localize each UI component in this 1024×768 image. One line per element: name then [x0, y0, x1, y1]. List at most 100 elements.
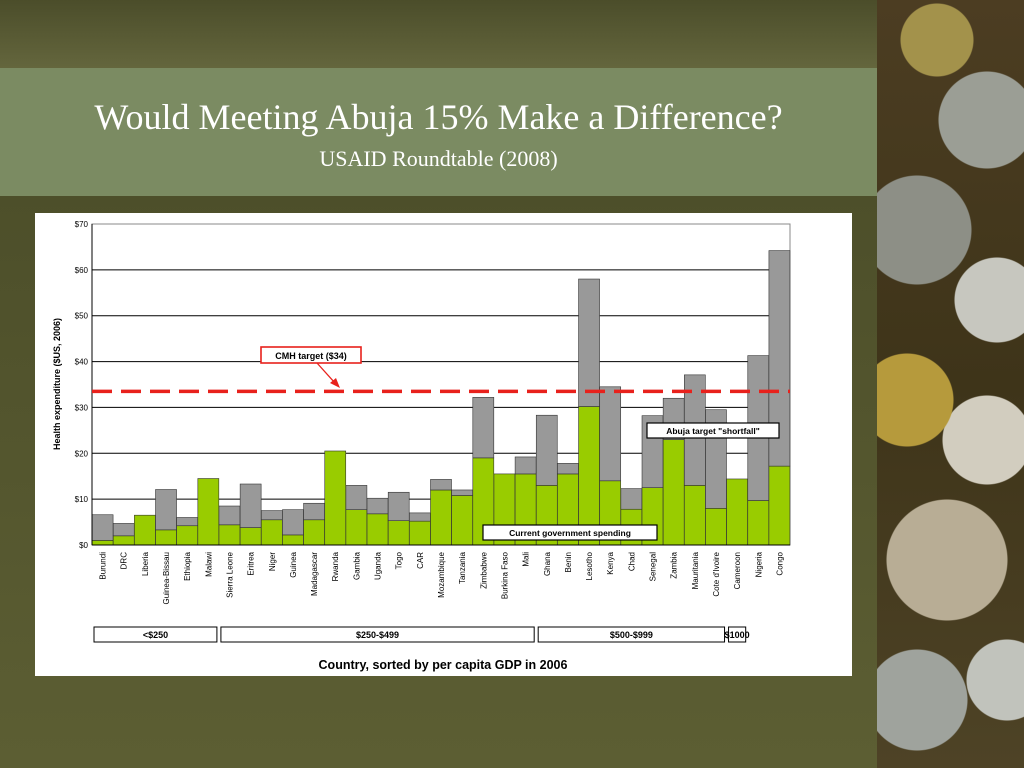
y-tick-label: $0: [79, 541, 88, 550]
gdp-group-label: $500-$999: [610, 630, 653, 640]
current-spending-label-box: [482, 524, 658, 541]
bar-shortfall: [599, 386, 622, 482]
x-tick-label: Uganda: [374, 551, 383, 580]
bar-shortfall: [578, 278, 600, 407]
x-tick-label: Madagascar: [310, 552, 319, 596]
bar-current-spending: [684, 485, 706, 546]
gdp-group-label: $250-$499: [356, 630, 399, 640]
x-tick-label: Rwanda: [331, 551, 340, 581]
bars: [91, 224, 791, 546]
x-tick-label: Guinea: [289, 551, 298, 577]
bar-current-spending: [303, 519, 325, 546]
x-tick-label: Ethiopia: [183, 551, 192, 580]
gdp-group-label: <$250: [143, 630, 168, 640]
bar-shortfall: [218, 505, 241, 526]
bar-current-spending: [239, 527, 262, 546]
bar-current-spending: [578, 406, 600, 546]
x-tick-label: Ghana: [543, 551, 552, 576]
x-tick-label: Mauritania: [691, 551, 700, 589]
x-tick-label: Benin: [564, 552, 573, 572]
bar-shortfall: [260, 510, 283, 521]
x-tick-label: CAR: [416, 552, 425, 569]
cmh-label: CMH target ($34): [275, 351, 347, 361]
gdp-group-box: [728, 626, 747, 643]
title-band: [0, 68, 877, 196]
x-tick-label: Sierra Leone: [225, 551, 234, 597]
cmh-arrow: [316, 362, 336, 384]
x-tick-label: Nigeria: [754, 551, 763, 577]
y-tick-label: $70: [75, 220, 89, 229]
x-tick-label: Eritrea: [247, 551, 256, 575]
x-tick-label: Guinea-Bissau: [162, 552, 171, 604]
bar-shortfall: [514, 456, 537, 475]
bar-current-spending: [409, 520, 431, 546]
bar-shortfall: [451, 489, 473, 496]
bar-chart: $0 $10 $20 $30 $40 $50 $60 $70 Burundi DRC Liberi…: [52, 220, 791, 672]
chart-panel: $0 $10 $20 $30 $40 $50 $60 $70 Burundi DRC Liberi…: [35, 213, 852, 676]
slide-title: Would Meeting Abuja 15% Make a Differenc…: [94, 97, 783, 137]
bar-shortfall: [282, 509, 304, 536]
x-tick-label: Niger: [268, 552, 277, 571]
x-tick-label: Chad: [627, 552, 636, 571]
bar-shortfall: [303, 502, 325, 521]
x-tick-label: Senegal: [649, 552, 658, 582]
bar-shortfall: [768, 250, 791, 467]
y-tick-label: $20: [75, 449, 89, 458]
x-tick-label: Kenya: [606, 551, 615, 574]
bar-shortfall: [535, 414, 558, 486]
bar-shortfall: [345, 485, 368, 510]
bar-shortfall: [91, 514, 114, 541]
bar-shortfall: [620, 488, 643, 510]
x-tick-label: Zambia: [670, 551, 679, 578]
x-axis-label: Country, sorted by per capita GDP in 200…: [319, 658, 568, 672]
x-tick-label: Cameroon: [733, 552, 742, 589]
gdp-groups: <$250 $250-$499 $500-$999 $1000: [93, 626, 750, 643]
slide-subtitle: USAID Roundtable (2008): [319, 146, 558, 171]
y-tick-label: $60: [75, 266, 89, 275]
bar-current-spending: [726, 478, 748, 546]
bar-current-spending: [260, 519, 283, 546]
bar-shortfall: [409, 512, 431, 522]
bar-current-spending: [747, 500, 770, 546]
bar-current-spending: [705, 508, 727, 546]
cmh-arrowhead: [330, 378, 340, 388]
x-tick-label: Lesotho: [585, 551, 594, 580]
bar-current-spending: [345, 509, 368, 546]
x-tick-label: Togo: [395, 551, 404, 569]
bar-shortfall: [387, 491, 410, 521]
bar-current-spending: [451, 495, 473, 546]
cmh-label-box: [260, 346, 362, 364]
coins-image: [877, 0, 1024, 768]
gdp-group-box: [93, 626, 218, 643]
bar-shortfall: [112, 523, 135, 537]
x-tick-label: Mozambique: [437, 551, 446, 597]
gdp-group-box: [537, 626, 726, 643]
bar-shortfall: [557, 463, 579, 475]
bar-shortfall: [176, 517, 198, 527]
bar-current-spending: [366, 513, 389, 546]
x-tick-label: Mali: [522, 552, 531, 567]
x-tick-label: Cote d'Ivoire: [712, 551, 721, 596]
bar-current-spending: [91, 540, 114, 546]
x-tick-label: Malawi: [204, 552, 213, 577]
bar-current-spending: [218, 524, 241, 546]
bar-current-spending: [282, 534, 304, 546]
y-tick-labels: $0 $10 $20 $30 $40 $50 $60 $70: [75, 220, 89, 550]
bar-current-spending: [134, 514, 156, 546]
top-decor-strip: [0, 0, 877, 68]
y-tick-label: $40: [75, 358, 89, 367]
bar-current-spending: [768, 465, 791, 546]
bar-current-spending: [176, 525, 198, 546]
bar-shortfall: [155, 489, 177, 531]
bar-shortfall: [239, 483, 262, 528]
x-tick-label: Liberia: [141, 551, 150, 576]
gdp-group-box: [220, 626, 535, 643]
x-tick-label: DRC: [120, 552, 129, 570]
x-tick-label: Tanzania: [458, 551, 467, 584]
bar-current-spending: [324, 450, 347, 546]
x-tick-labels: Burundi DRC Liberia Guinea-Bissau Ethiopia Ma…: [99, 551, 785, 604]
bar-current-spending: [112, 535, 135, 546]
y-tick-label: $30: [75, 403, 89, 412]
bar-current-spending: [197, 478, 220, 546]
bar-current-spending: [430, 489, 452, 546]
